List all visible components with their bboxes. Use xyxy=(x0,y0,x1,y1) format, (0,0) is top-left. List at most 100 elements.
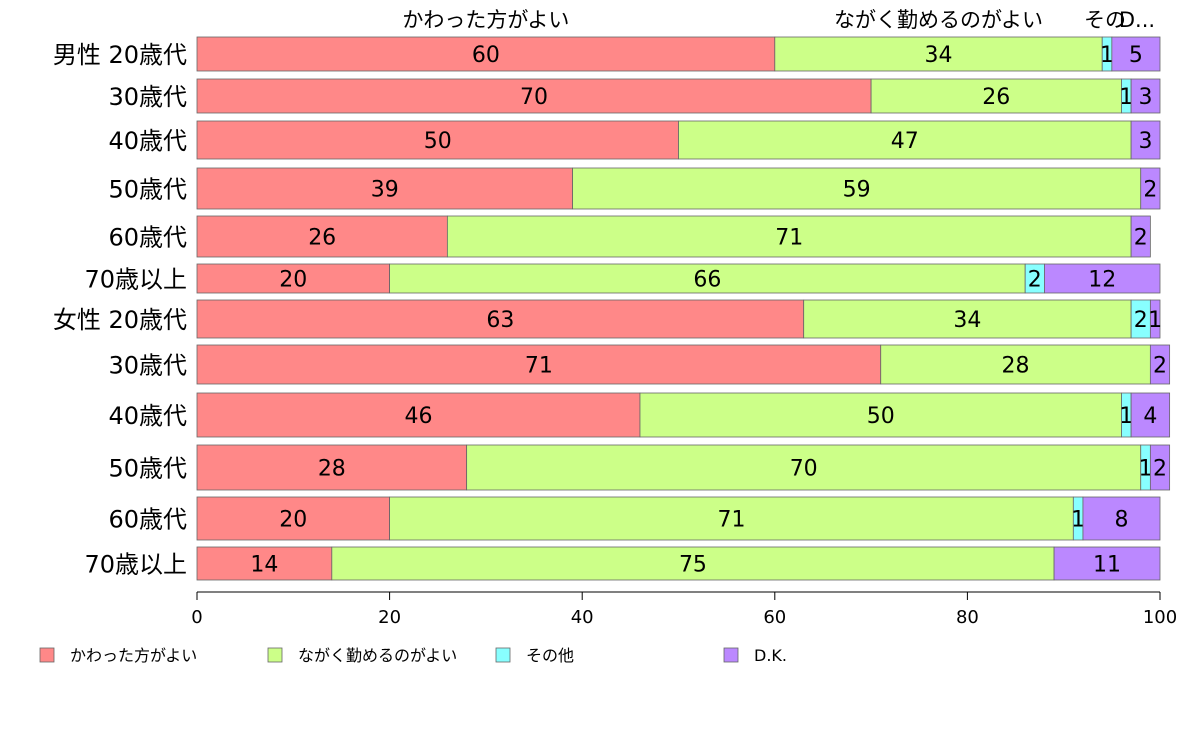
category-label: 70歳以上 xyxy=(84,266,187,294)
bar-segment xyxy=(1053,546,1161,581)
top-series-label: D... xyxy=(1119,8,1155,32)
value-label: 5 xyxy=(1129,43,1143,68)
value-label: 60 xyxy=(472,43,500,68)
value-label: 3 xyxy=(1139,129,1153,154)
bar-segment xyxy=(196,299,805,339)
bar-segment xyxy=(870,78,1122,114)
bar-segment xyxy=(331,546,1055,581)
legend-label: ながく勤めるのがよい xyxy=(298,646,457,665)
bar-segment xyxy=(196,263,391,294)
value-label: 39 xyxy=(371,178,399,203)
x-tick-label: 100 xyxy=(1143,607,1177,628)
category-label: 30歳代 xyxy=(108,352,187,380)
x-tick-label: 20 xyxy=(378,607,401,628)
value-label: 11 xyxy=(1093,553,1121,578)
bar-segment xyxy=(196,167,573,210)
value-label: 75 xyxy=(679,553,707,578)
value-label: 28 xyxy=(318,457,346,482)
value-label: 71 xyxy=(717,508,745,533)
x-axis: 0 20 40 60 80 100 xyxy=(191,591,1177,628)
bar-segment xyxy=(196,392,641,438)
bar-segment xyxy=(1149,299,1161,339)
bar-segment xyxy=(196,120,679,160)
legend-swatch xyxy=(723,647,739,663)
bar-segment xyxy=(1044,263,1161,294)
bar-segment xyxy=(1111,36,1161,72)
category-label: 50歳代 xyxy=(108,455,187,483)
legend-swatch xyxy=(39,647,55,663)
x-tick-label: 40 xyxy=(571,607,594,628)
bar-segment xyxy=(1082,496,1161,541)
value-label: 1 xyxy=(1119,85,1133,110)
top-series-label: ながく勤めるのがよい xyxy=(834,8,1043,32)
value-label: 2 xyxy=(1134,226,1148,251)
value-label: 26 xyxy=(308,226,336,251)
bar-segment xyxy=(774,36,1103,72)
legend-label: D.K. xyxy=(754,646,787,665)
category-label: 40歳代 xyxy=(108,127,187,155)
value-label: 1 xyxy=(1071,508,1085,533)
bar-segment xyxy=(196,344,882,385)
value-label: 1 xyxy=(1100,43,1114,68)
value-label: 34 xyxy=(953,308,981,333)
bar-segment xyxy=(1130,78,1161,114)
x-tick-label: 80 xyxy=(956,607,979,628)
category-label: 70歳以上 xyxy=(84,551,187,579)
value-label: 59 xyxy=(843,178,871,203)
bar-segment xyxy=(196,546,333,581)
value-label: 20 xyxy=(279,268,307,293)
value-label: 1 xyxy=(1139,457,1153,482)
value-label: 8 xyxy=(1114,508,1128,533)
category-label: 60歳代 xyxy=(108,506,187,534)
value-label: 12 xyxy=(1088,268,1116,293)
bar-segment xyxy=(1140,167,1161,210)
value-label: 14 xyxy=(250,553,278,578)
top-series-labels: かわった方がよい ながく勤めるのがよい そのD... xyxy=(402,8,1155,32)
value-label: 4 xyxy=(1143,404,1157,429)
value-label: 28 xyxy=(1002,354,1030,379)
bar-segment xyxy=(880,344,1151,385)
value-label: 26 xyxy=(982,85,1010,110)
category-label: 30歳代 xyxy=(108,83,187,111)
value-label: 20 xyxy=(279,508,307,533)
value-label: 46 xyxy=(404,404,432,429)
top-series-label: その xyxy=(1084,8,1126,32)
x-tick-label: 60 xyxy=(763,607,786,628)
category-label: 女性 20歳代 xyxy=(53,306,187,334)
bar-segment xyxy=(389,496,1074,541)
value-label: 1 xyxy=(1148,308,1162,333)
bar-segment xyxy=(1130,215,1151,258)
legend-swatch xyxy=(267,647,283,663)
value-label: 34 xyxy=(925,43,953,68)
value-label: 50 xyxy=(424,129,452,154)
category-label: 男性 20歳代 xyxy=(53,41,187,69)
legend-label: かわった方がよい xyxy=(70,646,197,665)
value-label: 63 xyxy=(486,308,514,333)
value-label: 47 xyxy=(891,129,919,154)
bar-segment xyxy=(196,215,448,258)
category-label: 50歳代 xyxy=(108,176,187,204)
bar-segment xyxy=(196,36,776,72)
value-label: 50 xyxy=(867,404,895,429)
bar-segment xyxy=(1149,344,1171,385)
bar-segment xyxy=(803,299,1132,339)
value-label: 2 xyxy=(1153,457,1167,482)
bar-segment xyxy=(196,444,468,491)
bar-segment xyxy=(1130,392,1171,438)
bar-segment xyxy=(389,263,1026,294)
value-label: 2 xyxy=(1028,268,1042,293)
bar-segment xyxy=(1130,120,1161,160)
bar-segment xyxy=(1149,444,1171,491)
value-label: 2 xyxy=(1134,308,1148,333)
top-series-label: かわった方がよい xyxy=(402,8,569,32)
value-label: 70 xyxy=(790,457,818,482)
value-label: 2 xyxy=(1153,354,1167,379)
value-label: 3 xyxy=(1139,85,1153,110)
value-label: 71 xyxy=(525,354,553,379)
category-label: 60歳代 xyxy=(108,224,187,252)
bar-segment xyxy=(678,120,1132,160)
value-label: 71 xyxy=(775,226,803,251)
x-tick-label: 0 xyxy=(191,607,202,628)
